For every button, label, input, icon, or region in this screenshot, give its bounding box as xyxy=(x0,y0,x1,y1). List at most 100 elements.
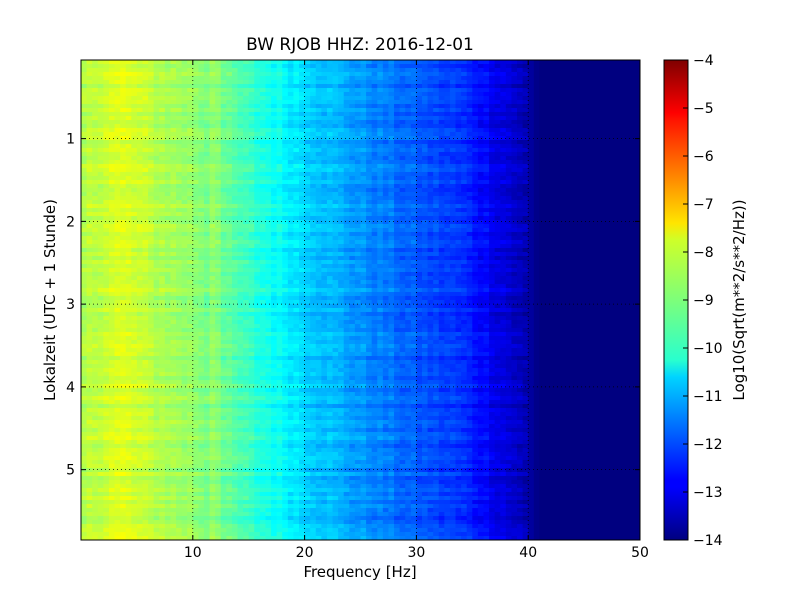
heatmap-cell xyxy=(187,212,194,217)
heatmap-cell xyxy=(589,88,596,93)
heatmap-cell xyxy=(332,204,339,209)
heatmap-cell xyxy=(108,240,116,245)
heatmap-cell xyxy=(114,256,121,261)
heatmap-cell xyxy=(170,200,177,205)
heatmap-cell xyxy=(136,220,144,225)
heatmap-cell xyxy=(427,64,434,69)
heatmap-cell xyxy=(399,204,406,209)
heatmap-cell xyxy=(293,164,300,169)
heatmap-cell xyxy=(304,160,311,165)
heatmap-cell xyxy=(226,108,233,113)
heatmap-cell xyxy=(231,172,239,177)
heatmap-cell xyxy=(181,228,188,233)
heatmap-cell xyxy=(461,104,468,109)
heatmap-cell xyxy=(360,192,367,197)
heatmap-cell xyxy=(427,212,434,217)
heatmap-cell xyxy=(472,80,479,85)
heatmap-cell xyxy=(304,256,311,261)
heatmap-cell xyxy=(142,196,149,201)
heatmap-cell xyxy=(192,148,199,153)
heatmap-cell xyxy=(148,96,155,101)
heatmap-cell xyxy=(114,172,121,177)
heatmap-cell xyxy=(494,184,501,189)
heatmap-cell xyxy=(472,140,479,145)
heatmap-cell xyxy=(293,148,300,153)
heatmap-cell xyxy=(489,164,496,169)
heatmap-cell xyxy=(360,244,367,249)
heatmap-cell xyxy=(276,192,283,197)
heatmap-cell xyxy=(332,220,339,225)
heatmap-cell xyxy=(388,144,395,149)
heatmap-cell xyxy=(472,208,479,213)
heatmap-cell xyxy=(578,244,585,249)
heatmap-cell xyxy=(360,148,367,153)
heatmap-cell xyxy=(360,112,367,117)
heatmap-cell xyxy=(148,192,155,197)
heatmap-cell xyxy=(198,184,205,189)
heatmap-cell xyxy=(176,232,183,237)
heatmap-cell xyxy=(192,252,199,257)
heatmap-cell xyxy=(237,136,244,141)
heatmap-cell xyxy=(511,152,518,157)
heatmap-cell xyxy=(176,64,183,69)
heatmap-cell xyxy=(176,136,183,141)
heatmap-cell xyxy=(315,92,322,97)
heatmap-cell xyxy=(159,76,166,81)
heatmap-cell xyxy=(612,208,619,213)
heatmap-cell xyxy=(517,220,524,225)
heatmap-cell xyxy=(92,216,99,221)
heatmap-cell xyxy=(215,112,222,117)
heatmap-cell xyxy=(248,88,255,93)
heatmap-cell xyxy=(438,240,445,245)
heatmap-cell xyxy=(148,80,155,85)
heatmap-cell xyxy=(472,236,479,241)
heatmap-cell xyxy=(449,100,457,105)
heatmap-cell xyxy=(544,132,552,137)
heatmap-cell xyxy=(265,72,272,77)
heatmap-cell xyxy=(371,252,378,257)
heatmap-cell xyxy=(215,252,222,257)
heatmap-cell xyxy=(628,108,636,113)
heatmap-cell xyxy=(343,176,350,181)
heatmap-cell xyxy=(299,68,306,73)
heatmap-cell xyxy=(287,144,295,149)
heatmap-cell xyxy=(271,180,278,185)
heatmap-cell xyxy=(567,208,574,213)
heatmap-cell xyxy=(567,144,574,149)
heatmap-cell xyxy=(561,180,568,185)
heatmap-cell xyxy=(500,244,507,249)
heatmap-cell xyxy=(444,140,451,145)
heatmap-cell xyxy=(628,60,636,65)
heatmap-cell xyxy=(578,172,585,177)
heatmap-cell xyxy=(114,204,121,209)
heatmap-cell xyxy=(612,244,619,249)
heatmap-cell xyxy=(170,60,177,65)
heatmap-cell xyxy=(567,124,574,129)
heatmap-cell xyxy=(494,152,501,157)
heatmap-cell xyxy=(444,104,451,109)
heatmap-cell xyxy=(237,80,244,85)
heatmap-cell xyxy=(198,180,205,185)
heatmap-cell xyxy=(567,164,574,169)
heatmap-cell xyxy=(444,156,451,161)
heatmap-cell xyxy=(125,188,132,193)
heatmap-cell xyxy=(243,148,250,153)
heatmap-cell xyxy=(287,132,295,137)
heatmap-cell xyxy=(136,80,144,85)
heatmap-cell xyxy=(421,152,429,157)
heatmap-cell xyxy=(544,160,552,165)
heatmap-cell xyxy=(103,212,110,217)
heatmap-cell xyxy=(399,120,406,125)
heatmap-cell xyxy=(131,72,138,77)
heatmap-cell xyxy=(556,248,563,253)
heatmap-cell xyxy=(511,76,518,81)
heatmap-cell xyxy=(539,72,546,77)
heatmap-cell xyxy=(489,180,496,185)
heatmap-cell xyxy=(634,128,640,133)
heatmap-cell xyxy=(623,148,630,153)
heatmap-cell xyxy=(304,84,311,89)
heatmap-cell xyxy=(405,120,412,125)
heatmap-cell xyxy=(315,84,322,89)
heatmap-cell xyxy=(142,172,149,177)
heatmap-cell xyxy=(556,180,563,185)
